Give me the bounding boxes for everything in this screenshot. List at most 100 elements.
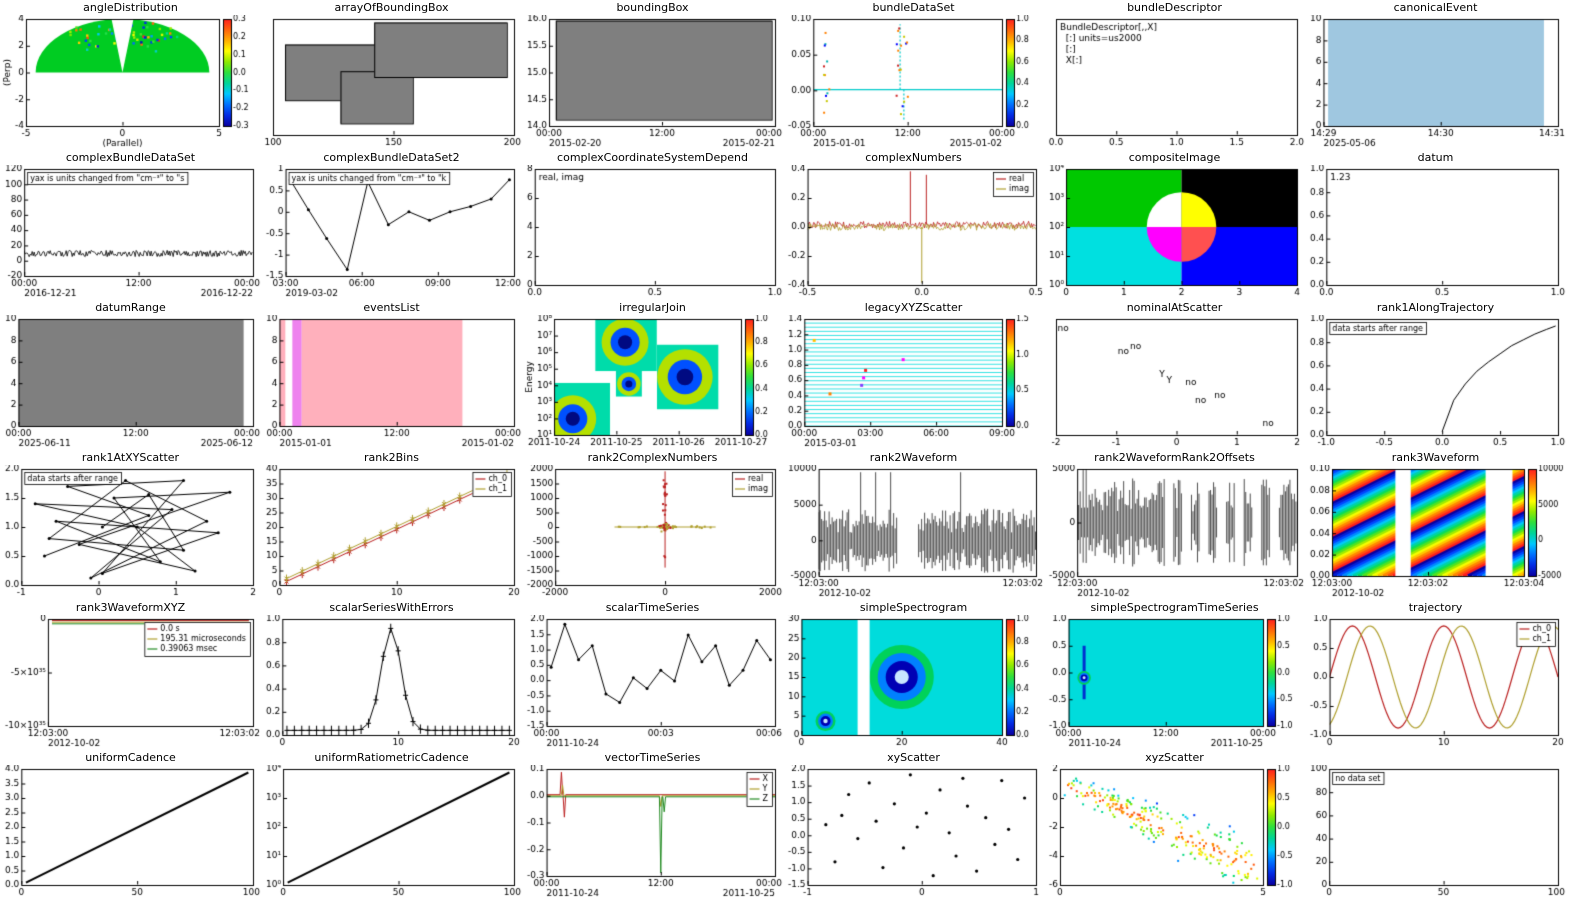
- plot-title: arrayOfBoundingBox: [334, 1, 449, 14]
- plot-cell-uniformCadence: uniformCadence: [0, 750, 261, 900]
- plot-canvas-canonicalEvent[interactable]: [1305, 15, 1566, 150]
- plot-canvas-vectorTimeSeries[interactable]: [522, 765, 783, 900]
- plot-title: rank3Waveform: [1391, 451, 1480, 464]
- plot-title: [1305, 750, 1566, 765]
- plot-canvas-angleDistribution[interactable]: [0, 15, 261, 150]
- plot-cell-canonicalEvent: canonicalEvent: [1305, 0, 1566, 150]
- plot-cell-arrayOfBoundingBox: arrayOfBoundingBox: [261, 0, 522, 150]
- plot-canvas-xyzScatter[interactable]: [1044, 765, 1305, 900]
- plot-title: xyzScatter: [1145, 751, 1204, 764]
- plot-canvas-rank2Bins[interactable]: [261, 465, 522, 600]
- plot-cell-datum: datum: [1305, 150, 1566, 300]
- plot-cell-eventsList: eventsList: [261, 300, 522, 450]
- plot-canvas-rank3Waveform[interactable]: [1305, 465, 1566, 600]
- plot-cell-irregularJoin: irregularJoin: [522, 300, 783, 450]
- plot-title: vectorTimeSeries: [604, 751, 701, 764]
- plot-cell-complexCoordinateSystemDepend: complexCoordinateSystemDepend: [522, 150, 783, 300]
- plot-canvas-uniformRatiometricCadence[interactable]: [261, 765, 522, 900]
- plot-cell-scalarSeriesWithErrors: scalarSeriesWithErrors: [261, 600, 522, 750]
- plot-canvas-complexNumbers[interactable]: [783, 165, 1044, 300]
- plot-title: complexBundleDataSet: [65, 151, 196, 164]
- plot-cell-rank2Bins: rank2Bins: [261, 450, 522, 600]
- plot-cell-simpleSpectrogramTimeSeries: simpleSpectrogramTimeSeries: [1044, 600, 1305, 750]
- plot-cell-nominalAtScatter: nominalAtScatter: [1044, 300, 1305, 450]
- plot-title: rank1AtXYScatter: [81, 451, 180, 464]
- plot-title: legacyXYZScatter: [864, 301, 963, 314]
- plot-canvas-compositeImage[interactable]: [1044, 165, 1305, 300]
- plot-cell-datumRange: datumRange: [0, 300, 261, 450]
- plot-canvas-rank2Waveform[interactable]: [783, 465, 1044, 600]
- plot-title: rank2WaveformRank2Offsets: [1094, 451, 1255, 464]
- plot-title: irregularJoin: [619, 301, 686, 314]
- plot-canvas-complexBundleDataSet2[interactable]: [261, 165, 522, 300]
- plot-canvas-datum[interactable]: [1305, 165, 1566, 300]
- plot-canvas-arrayOfBoundingBox[interactable]: [261, 15, 522, 150]
- plot-title: rank1AlongTrajectory: [1376, 301, 1495, 314]
- plot-canvas-boundingBox[interactable]: [522, 15, 783, 150]
- plot-canvas-legacyXYZScatter[interactable]: [783, 315, 1044, 450]
- plot-cell-legacyXYZScatter: legacyXYZScatter: [783, 300, 1044, 450]
- plot-canvas-rank3WaveformXYZ[interactable]: [0, 615, 261, 750]
- plot-title: angleDistribution: [83, 1, 178, 14]
- plot-canvas-no-data-set[interactable]: [1305, 765, 1566, 900]
- plot-cell-complexNumbers: complexNumbers: [783, 150, 1044, 300]
- plot-title: complexCoordinateSystemDepend: [557, 151, 748, 164]
- plot-cell-trajectory: trajectory: [1305, 600, 1566, 750]
- plot-canvas-datumRange[interactable]: [0, 315, 261, 450]
- plot-canvas-complexBundleDataSet[interactable]: [0, 165, 261, 300]
- plot-canvas-rank2ComplexNumbers[interactable]: [522, 465, 783, 600]
- plot-title: uniformCadence: [85, 751, 176, 764]
- plot-cell-rank3Waveform: rank3Waveform: [1305, 450, 1566, 600]
- plot-title: scalarSeriesWithErrors: [329, 601, 454, 614]
- plot-canvas-rank2WaveformRank2Offsets[interactable]: [1044, 465, 1305, 600]
- plot-title: xyScatter: [887, 751, 940, 764]
- plot-canvas-scalarSeriesWithErrors[interactable]: [261, 615, 522, 750]
- plot-title: datum: [1417, 151, 1454, 164]
- plot-cell-no-data-set: [1305, 750, 1566, 900]
- plot-title: complexBundleDataSet2: [323, 151, 460, 164]
- plot-canvas-uniformCadence[interactable]: [0, 765, 261, 900]
- plot-canvas-bundleDescriptor[interactable]: [1044, 15, 1305, 150]
- plot-title: canonicalEvent: [1393, 1, 1478, 14]
- plot-canvas-complexCoordinateSystemDepend[interactable]: [522, 165, 783, 300]
- plot-canvas-nominalAtScatter[interactable]: [1044, 315, 1305, 450]
- plot-cell-rank1AlongTrajectory: rank1AlongTrajectory: [1305, 300, 1566, 450]
- plot-canvas-scalarTimeSeries[interactable]: [522, 615, 783, 750]
- plot-canvas-simpleSpectrogramTimeSeries[interactable]: [1044, 615, 1305, 750]
- plot-title: datumRange: [95, 301, 166, 314]
- plot-cell-rank1AtXYScatter: rank1AtXYScatter: [0, 450, 261, 600]
- plot-title: bundleDescriptor: [1127, 1, 1222, 14]
- plot-canvas-eventsList[interactable]: [261, 315, 522, 450]
- plot-canvas-bundleDataSet[interactable]: [783, 15, 1044, 150]
- plot-title: uniformRatiometricCadence: [314, 751, 469, 764]
- plot-title: rank2ComplexNumbers: [587, 451, 718, 464]
- plot-cell-boundingBox: boundingBox: [522, 0, 783, 150]
- plot-canvas-simpleSpectrogram[interactable]: [783, 615, 1044, 750]
- plot-title: simpleSpectrogramTimeSeries: [1090, 601, 1259, 614]
- plot-canvas-rank1AtXYScatter[interactable]: [0, 465, 261, 600]
- plot-cell-vectorTimeSeries: vectorTimeSeries: [522, 750, 783, 900]
- plot-title: nominalAtScatter: [1126, 301, 1223, 314]
- plot-cell-complexBundleDataSet2: complexBundleDataSet2: [261, 150, 522, 300]
- plot-cell-rank2ComplexNumbers: rank2ComplexNumbers: [522, 450, 783, 600]
- plot-title: rank2Waveform: [869, 451, 958, 464]
- plot-cell-complexBundleDataSet: complexBundleDataSet: [0, 150, 261, 300]
- plot-title: simpleSpectrogram: [859, 601, 968, 614]
- plot-cell-compositeImage: compositeImage: [1044, 150, 1305, 300]
- plot-canvas-xyScatter[interactable]: [783, 765, 1044, 900]
- plot-title: rank3WaveformXYZ: [75, 601, 186, 614]
- plot-title: compositeImage: [1128, 151, 1221, 164]
- plot-title: rank2Bins: [364, 451, 419, 464]
- plot-cell-rank3WaveformXYZ: rank3WaveformXYZ: [0, 600, 261, 750]
- plot-cell-rank2Waveform: rank2Waveform: [783, 450, 1044, 600]
- plot-canvas-rank1AlongTrajectory[interactable]: [1305, 315, 1566, 450]
- plot-title: trajectory: [1408, 601, 1463, 614]
- plot-cell-xyScatter: xyScatter: [783, 750, 1044, 900]
- plot-cell-bundleDataSet: bundleDataSet: [783, 0, 1044, 150]
- plot-title: complexNumbers: [865, 151, 962, 164]
- plot-title: bundleDataSet: [872, 1, 955, 14]
- plot-canvas-irregularJoin[interactable]: [522, 315, 783, 450]
- plot-title: boundingBox: [616, 1, 689, 14]
- plot-cell-angleDistribution: angleDistribution: [0, 0, 261, 150]
- plot-canvas-trajectory[interactable]: [1305, 615, 1566, 750]
